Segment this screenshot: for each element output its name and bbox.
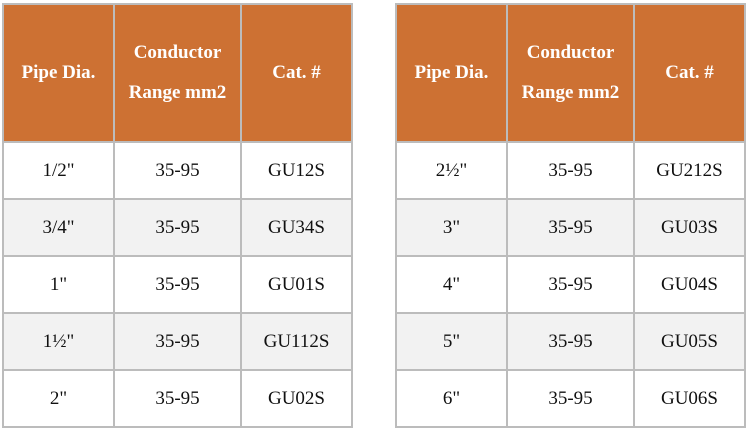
table-cell: 3" bbox=[395, 198, 508, 257]
header-cell: Cat. # bbox=[633, 3, 746, 143]
header-cell: Cat. # bbox=[240, 3, 353, 143]
table-row: 2½" 35-95 GU212S bbox=[395, 141, 746, 200]
table-row: 3/4" 35-95 GU34S bbox=[2, 198, 353, 257]
table-cell: 35-95 bbox=[113, 312, 242, 371]
table-row: 4" 35-95 GU04S bbox=[395, 255, 746, 314]
header-cell: Conductor Range mm2 bbox=[506, 3, 635, 143]
table-row: 2" 35-95 GU02S bbox=[2, 369, 353, 428]
table-row: 6" 35-95 GU06S bbox=[395, 369, 746, 428]
table-cell: GU04S bbox=[633, 255, 746, 314]
table-cell: GU212S bbox=[633, 141, 746, 200]
table-row: 1½" 35-95 GU112S bbox=[2, 312, 353, 371]
header-cell: Pipe Dia. bbox=[395, 3, 508, 143]
table-cell: 4" bbox=[395, 255, 508, 314]
table-cell: 1½" bbox=[2, 312, 115, 371]
table-cell: GU12S bbox=[240, 141, 353, 200]
table-cell: 3/4" bbox=[2, 198, 115, 257]
table-cell: GU112S bbox=[240, 312, 353, 371]
table-cell: 2½" bbox=[395, 141, 508, 200]
spec-table: Pipe Dia. Conductor Range mm2 Cat. #2½" 35-… bbox=[395, 3, 746, 428]
table-cell: GU03S bbox=[633, 198, 746, 257]
table-cell: 2" bbox=[2, 369, 115, 428]
table-cell: 35-95 bbox=[113, 141, 242, 200]
table-cell: GU01S bbox=[240, 255, 353, 314]
table-cell: 5" bbox=[395, 312, 508, 371]
table-cell: GU05S bbox=[633, 312, 746, 371]
table-row: 1" 35-95 GU01S bbox=[2, 255, 353, 314]
spec-table: Pipe Dia. Conductor Range mm2 Cat. #1/2" 35… bbox=[2, 3, 353, 428]
header-cell: Pipe Dia. bbox=[2, 3, 115, 143]
table-cell: 35-95 bbox=[506, 312, 635, 371]
table-cell: 35-95 bbox=[506, 369, 635, 428]
table-cell: 1" bbox=[2, 255, 115, 314]
table-row: 1/2" 35-95 GU12S bbox=[2, 141, 353, 200]
header-row: Pipe Dia. Conductor Range mm2 Cat. # bbox=[395, 3, 746, 143]
table-cell: GU06S bbox=[633, 369, 746, 428]
table-cell: 35-95 bbox=[506, 255, 635, 314]
table-cell: GU34S bbox=[240, 198, 353, 257]
table-cell: GU02S bbox=[240, 369, 353, 428]
table-row: 5" 35-95 GU05S bbox=[395, 312, 746, 371]
table-row: 3" 35-95 GU03S bbox=[395, 198, 746, 257]
table-cell: 35-95 bbox=[113, 255, 242, 314]
table-cell: 35-95 bbox=[506, 141, 635, 200]
header-cell: Conductor Range mm2 bbox=[113, 3, 242, 143]
table-cell: 35-95 bbox=[113, 369, 242, 428]
table-cell: 35-95 bbox=[113, 198, 242, 257]
table-cell: 35-95 bbox=[506, 198, 635, 257]
table-cell: 6" bbox=[395, 369, 508, 428]
header-row: Pipe Dia. Conductor Range mm2 Cat. # bbox=[2, 3, 353, 143]
table-cell: 1/2" bbox=[2, 141, 115, 200]
